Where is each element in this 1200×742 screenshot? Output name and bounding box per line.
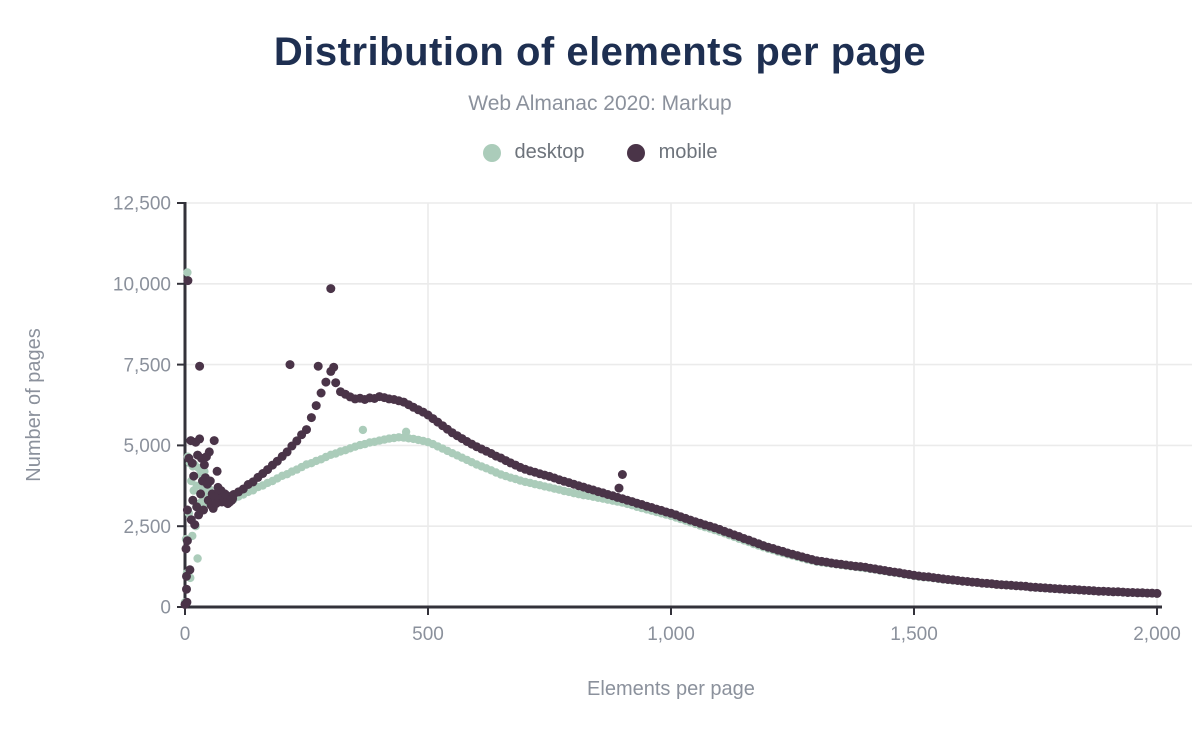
data-point [204, 447, 214, 457]
legend-label: desktop [514, 141, 585, 163]
data-point [193, 554, 202, 563]
data-point [313, 361, 323, 371]
mobile-series-points [180, 276, 1162, 609]
data-point [183, 276, 193, 286]
data-point [188, 495, 198, 505]
y-tick-label: 12,500 [113, 194, 171, 215]
x-tick-label: 0 [180, 624, 191, 645]
data-point [331, 378, 341, 388]
data-point [189, 471, 199, 481]
x-tick-label: 1,000 [647, 624, 695, 645]
data-point [182, 597, 192, 607]
data-point [302, 425, 311, 435]
y-axis-title: Number of pages [23, 328, 45, 481]
y-tick-label: 5,000 [123, 436, 171, 457]
y-tick-label: 2,500 [123, 517, 171, 538]
data-point [196, 489, 206, 499]
x-axis-title: Elements per page [587, 678, 755, 700]
data-point [212, 466, 222, 476]
chart-legend: desktop mobile [0, 141, 1200, 164]
data-point [182, 505, 192, 515]
data-point [1152, 588, 1162, 598]
desktop-legend-dot-icon [482, 143, 501, 162]
axes [177, 202, 1162, 615]
data-point [195, 434, 205, 444]
legend-item-desktop[interactable]: desktop [482, 141, 585, 164]
data-point [306, 413, 316, 423]
data-point [321, 377, 331, 387]
gridlines [185, 202, 1192, 607]
data-point [199, 505, 208, 515]
data-point [329, 362, 339, 372]
data-point [292, 436, 302, 446]
x-tick-label: 2,000 [1133, 624, 1181, 645]
data-point [205, 476, 215, 486]
data-point [185, 565, 195, 575]
data-points [180, 268, 1162, 609]
data-point [192, 502, 202, 512]
data-point [614, 483, 624, 493]
data-point [187, 458, 197, 468]
data-point [195, 361, 205, 371]
data-point [316, 388, 326, 398]
data-point [181, 544, 191, 554]
tick-labels: 0 2,500 5,000 7,500 10,000 12,500 0 500 1,000 1,5… [113, 194, 1181, 645]
data-point [326, 284, 336, 294]
y-tick-label: 10,000 [113, 274, 171, 295]
chart-subtitle: Web Almanac 2020: Markup [468, 92, 732, 115]
data-point [358, 425, 368, 435]
y-tick-label: 7,500 [123, 355, 171, 376]
x-tick-label: 1,500 [890, 624, 938, 645]
data-point [182, 584, 191, 594]
data-point [209, 436, 219, 446]
data-point [285, 360, 295, 370]
data-point [401, 427, 411, 436]
legend-item-mobile[interactable]: mobile [626, 141, 718, 164]
data-point [183, 268, 192, 277]
mobile-legend-dot-icon [626, 143, 645, 162]
data-point [190, 520, 200, 530]
data-point [311, 401, 321, 411]
data-point [182, 536, 192, 546]
data-point [617, 470, 627, 479]
y-tick-label: 0 [160, 598, 171, 619]
x-tick-label: 500 [412, 624, 444, 645]
legend-label: mobile [658, 141, 718, 163]
data-point [199, 460, 209, 470]
chart-title: Distribution of elements per page [273, 30, 927, 74]
